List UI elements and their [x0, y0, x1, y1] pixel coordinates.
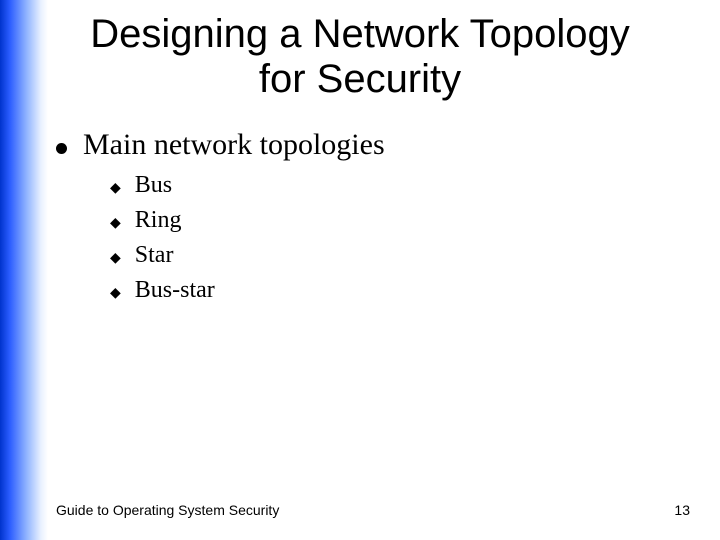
bullet-level2-text: Bus: [135, 172, 172, 199]
disc-bullet-icon: [56, 143, 67, 154]
bullet-level1-text: Main network topologies: [83, 128, 385, 162]
page-number: 13: [674, 502, 690, 518]
slide-body: Main network topologies ◆ Bus ◆ Ring ◆ S…: [56, 128, 676, 312]
title-line-2: for Security: [259, 57, 461, 101]
bullet-level2-group: ◆ Bus ◆ Ring ◆ Star ◆ Bus-star: [110, 172, 676, 306]
footer-text: Guide to Operating System Security: [56, 502, 279, 518]
diamond-bullet-icon: ◆: [110, 212, 121, 236]
bullet-level1: Main network topologies: [56, 128, 676, 162]
bullet-level2-text: Ring: [135, 207, 182, 234]
bullet-level2-text: Star: [135, 242, 174, 269]
bullet-level2: ◆ Bus: [110, 172, 676, 201]
bullet-level2: ◆ Bus-star: [110, 277, 676, 306]
diamond-bullet-icon: ◆: [110, 282, 121, 306]
diamond-bullet-icon: ◆: [110, 177, 121, 201]
title-line-1: Designing a Network Topology: [90, 12, 630, 56]
bullet-level2: ◆ Star: [110, 242, 676, 271]
diamond-bullet-icon: ◆: [110, 247, 121, 271]
bullet-level2-text: Bus-star: [135, 277, 215, 304]
slide-title: Designing a Network Topology for Securit…: [0, 12, 720, 102]
bullet-level2: ◆ Ring: [110, 207, 676, 236]
slide-stage: Designing a Network Topology for Securit…: [0, 0, 720, 540]
